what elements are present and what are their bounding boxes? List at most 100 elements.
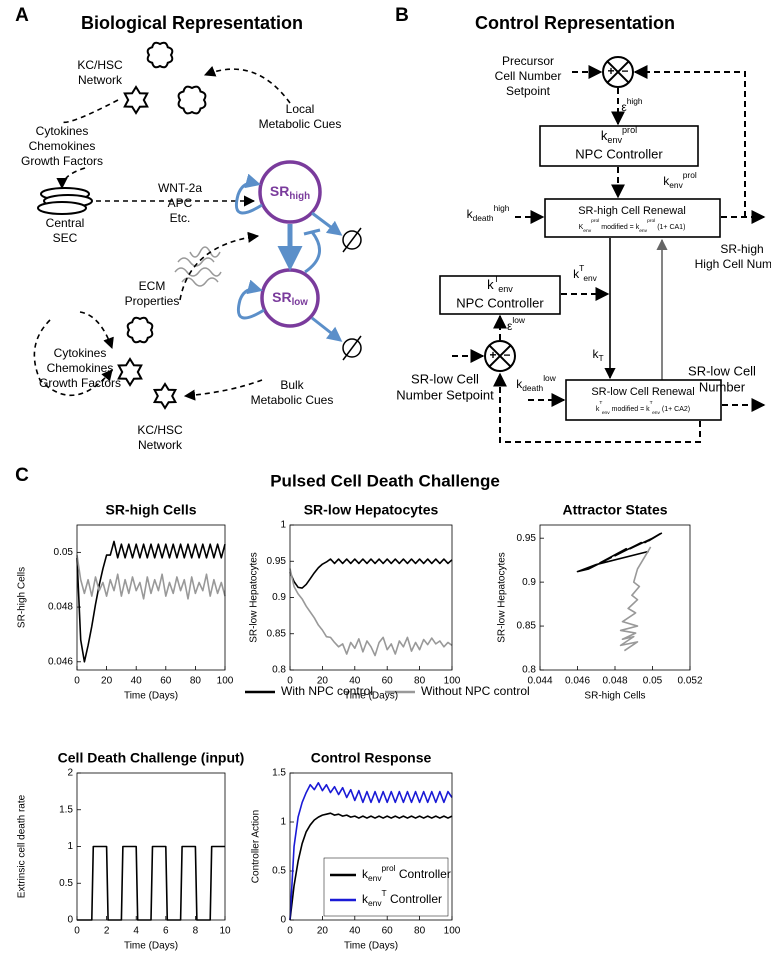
x-axis-label: Time (Days) — [344, 941, 398, 952]
error-label: εhigh — [621, 96, 643, 114]
y-tick-label: 0.05 — [54, 547, 74, 558]
kc-cell — [146, 41, 174, 69]
y-tick-label: 0.9 — [272, 592, 286, 603]
sign: − — [621, 64, 628, 78]
text-part: env — [607, 135, 622, 145]
axes-frame — [76, 772, 226, 921]
x-axis-label: SR-high Cells — [584, 691, 645, 702]
x-axis-label: Time (Days) — [124, 941, 178, 952]
text-part: K — [579, 224, 584, 231]
block — [544, 198, 721, 238]
text-part: k — [467, 207, 474, 221]
cell-label: Central — [46, 216, 85, 230]
text-part: SR — [272, 289, 291, 305]
y-tick-label: 1.5 — [59, 804, 73, 815]
ecm-arrow — [179, 231, 260, 301]
x-tick-label: 20 — [317, 926, 329, 937]
text-part: prol — [591, 218, 599, 224]
text-part: env — [639, 229, 647, 234]
x-tick-label: 60 — [382, 676, 394, 687]
sign: − — [503, 348, 510, 362]
text-part: death — [522, 383, 543, 393]
text-part: env — [498, 284, 513, 294]
data-line — [289, 812, 453, 921]
y-axis-label: SR-low Hepatocytes — [497, 552, 508, 643]
factor-arrow — [56, 167, 86, 190]
axes-frame — [76, 524, 226, 671]
x-tick-label: 4 — [133, 926, 139, 937]
text-part: ε — [507, 319, 513, 333]
data-line — [619, 546, 652, 652]
data-line — [289, 568, 453, 657]
y-tick-label: 0.85 — [267, 628, 287, 639]
y-axis-label: SR-low Hepatocytes — [249, 552, 260, 643]
y-tick-label: 0 — [67, 915, 73, 926]
factor-label: Growth Factors — [39, 376, 121, 390]
signal-label: WNT-2a — [158, 181, 202, 195]
legend-box — [323, 857, 449, 917]
null-slash — [342, 335, 362, 361]
text-part: k — [362, 892, 369, 906]
block-label: NPC Controller — [575, 146, 663, 161]
kc-cell — [177, 85, 207, 115]
x-axis-label: Time (Days) — [344, 691, 398, 702]
text-part: prol — [622, 125, 637, 135]
text-part: modified = k — [599, 224, 639, 231]
text-part: k — [592, 347, 599, 361]
y-tick-label: 1.5 — [272, 768, 286, 779]
text-part: (1+ CA1) — [655, 224, 685, 231]
output-label: SR-high — [720, 242, 763, 256]
signal-label: kdeathhigh — [467, 203, 510, 223]
data-line — [289, 782, 453, 921]
data-line — [576, 532, 663, 573]
cell-label: KC/HSC — [137, 423, 183, 437]
text-part: k — [487, 277, 494, 292]
panel-title: Biological Representation — [81, 13, 303, 33]
node-label: SRlow — [272, 289, 308, 308]
x-tick-label: 40 — [349, 926, 361, 937]
feedback-line — [493, 372, 701, 443]
x-tick-label: 10 — [219, 926, 231, 937]
signal-label: kT — [592, 347, 603, 363]
text-part: env — [368, 898, 382, 908]
factor-label: Cytokines — [36, 124, 89, 138]
signal-label: Etc. — [170, 211, 191, 225]
x-tick-label: 100 — [217, 676, 234, 687]
ecm-fiber — [174, 267, 222, 277]
null-slash — [342, 227, 362, 253]
ecm-label: ECM — [139, 279, 166, 293]
hsc-cell — [123, 85, 149, 115]
x-tick-label: 80 — [190, 676, 202, 687]
block-note: kTenv modified = kTenv (1+ CA2) — [596, 400, 690, 416]
x-tick-label: 0 — [287, 676, 293, 687]
cell-label: KC/HSC — [77, 58, 123, 72]
x-tick-label: 0.052 — [677, 676, 702, 687]
data-line — [76, 554, 226, 600]
y-tick-label: 0 — [280, 915, 286, 926]
text-part: k — [362, 867, 369, 881]
cue-label: Metabolic Cues — [259, 117, 342, 131]
kc-cell — [126, 316, 154, 344]
output-label: Number — [699, 379, 746, 394]
cue-label: Local — [286, 102, 315, 116]
legend-label: kenvprol Controller — [362, 863, 451, 883]
sign: + — [607, 64, 614, 78]
axes-frame — [289, 772, 453, 921]
x-tick-label: 8 — [193, 926, 199, 937]
output-label: High Cell Number — [695, 257, 771, 271]
death-arrow — [311, 316, 343, 342]
y-axis-label: Extrinsic cell death rate — [17, 794, 28, 898]
text-part: (1+ CA2) — [660, 406, 690, 413]
ecm-label: Properties — [125, 294, 180, 308]
text-part: high — [289, 191, 310, 202]
cell-label: SEC — [53, 231, 78, 245]
setpoint-label: Precursor — [502, 54, 554, 68]
factor-arrow — [61, 99, 119, 124]
text-part: SR — [270, 183, 289, 199]
y-tick-label: 0.5 — [59, 878, 73, 889]
setpoint-label: Number Setpoint — [396, 387, 494, 402]
inhibition-arrow — [304, 231, 321, 274]
y-tick-label: 0.95 — [267, 556, 287, 567]
cell-label: Network — [78, 73, 123, 87]
